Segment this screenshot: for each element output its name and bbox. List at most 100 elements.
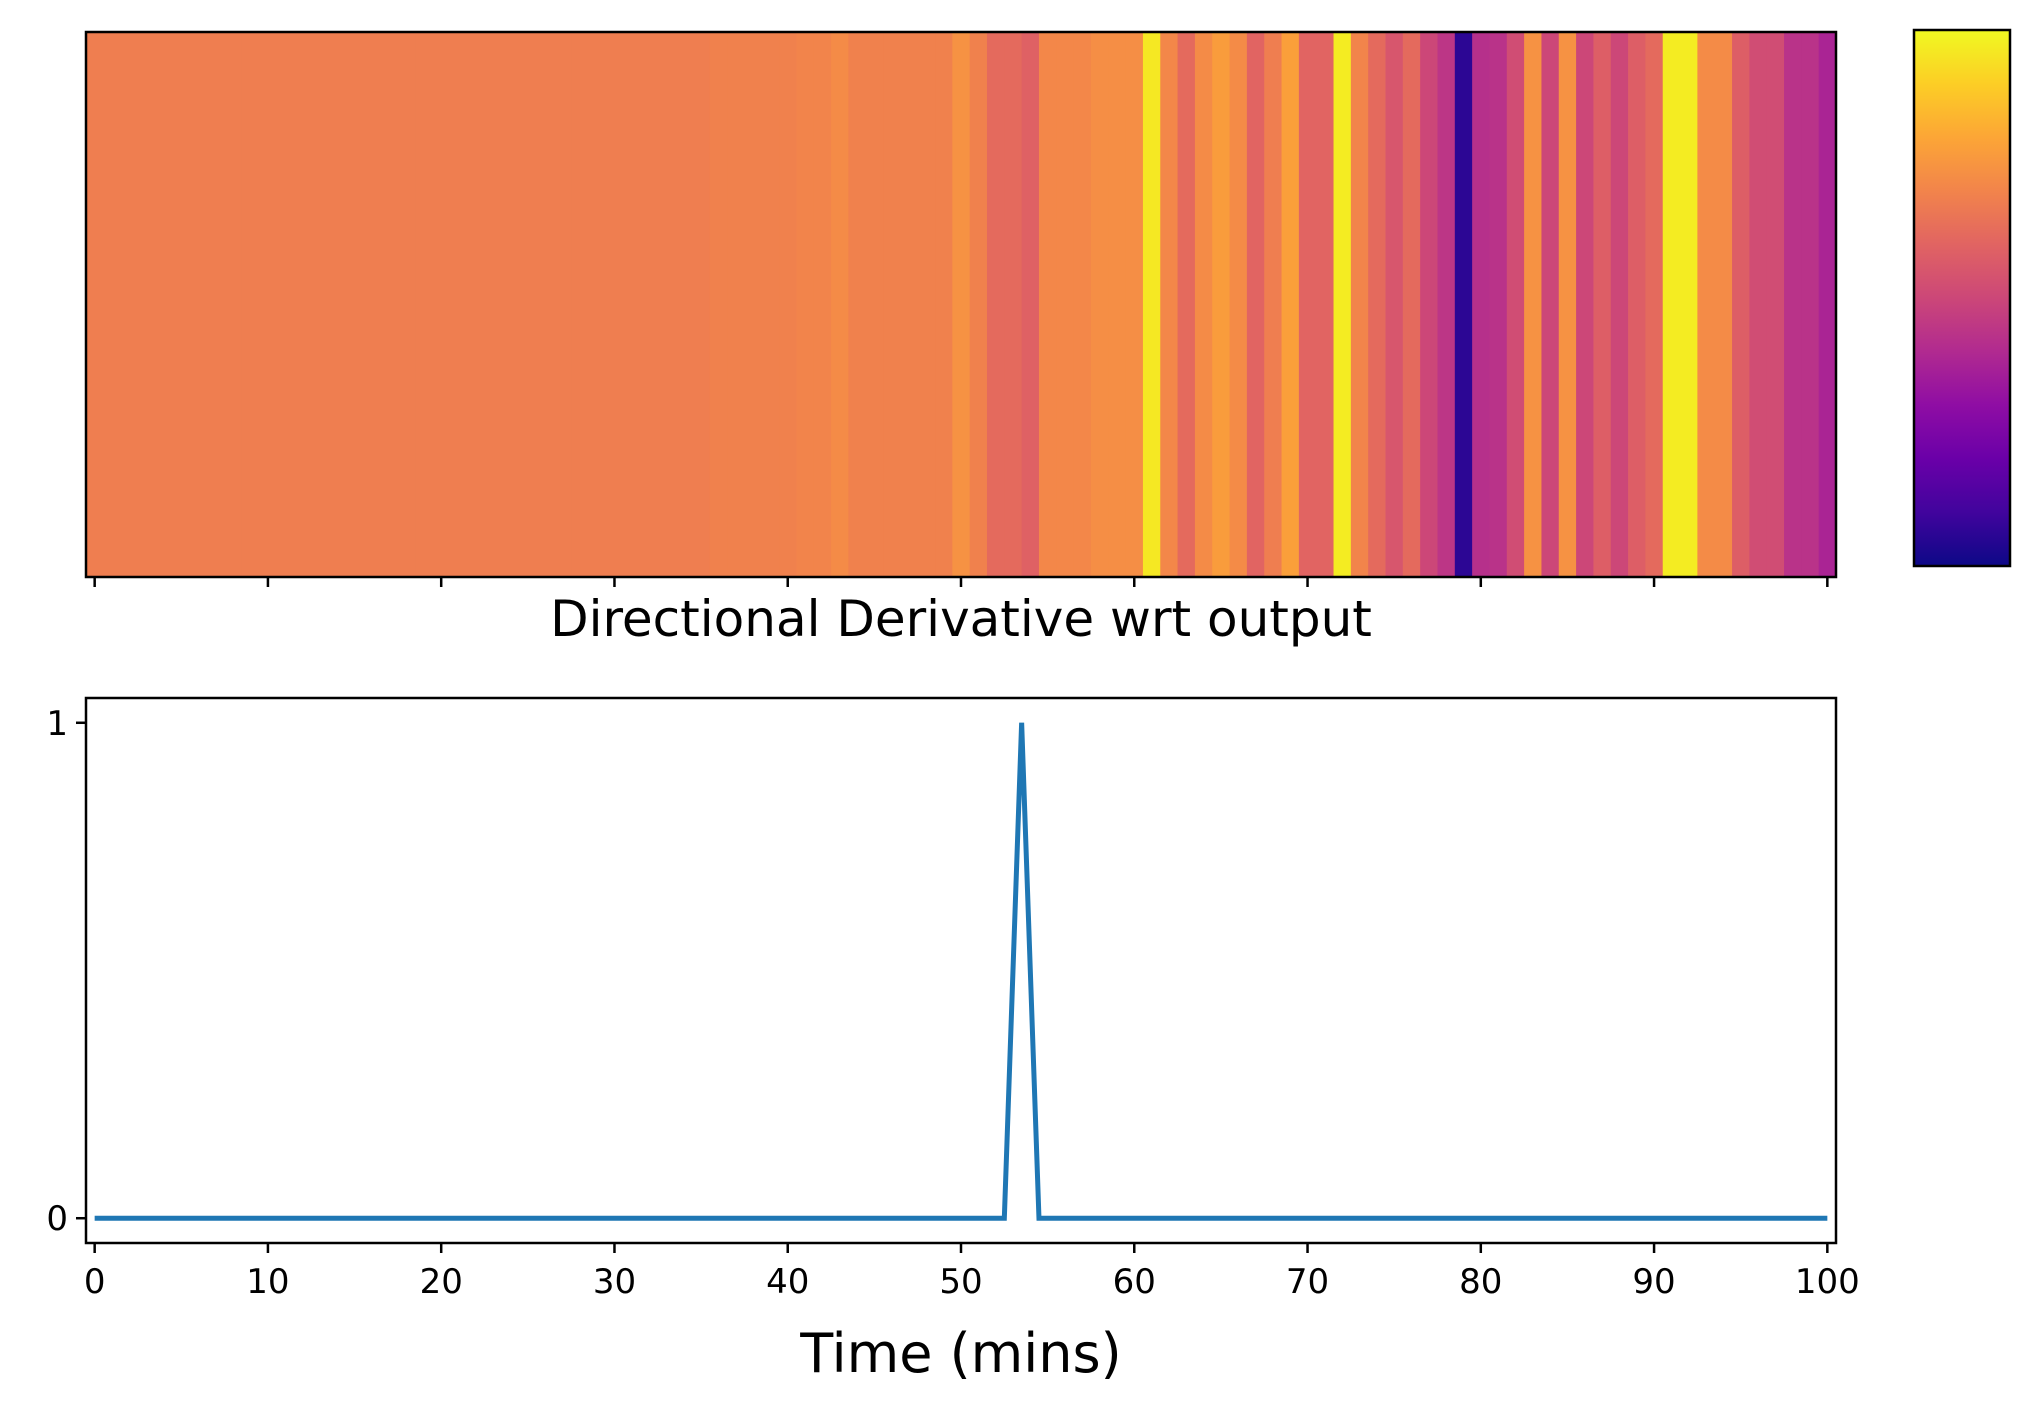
heatmap-cell xyxy=(1697,32,1716,577)
heatmap-cell xyxy=(935,32,953,577)
heatmap-cell xyxy=(207,32,226,577)
heatmap-cell xyxy=(1246,32,1265,577)
heatmap-cell xyxy=(1108,32,1127,577)
heatmap-cell xyxy=(1662,32,1681,577)
heatmap-cell xyxy=(761,32,780,577)
heatmap-cell xyxy=(1610,32,1629,577)
heatmap-cell xyxy=(1004,32,1023,577)
x-tick-label: 30 xyxy=(593,1262,636,1302)
heatmap-cell xyxy=(1506,32,1525,577)
heatmap-cell xyxy=(1593,32,1612,577)
heatmap-cell xyxy=(744,32,763,577)
heatmap-cell xyxy=(328,32,347,577)
heatmap-cell xyxy=(293,32,312,577)
heatmap-cell xyxy=(1194,32,1213,577)
heatmap-cell xyxy=(449,32,468,577)
heatmap-x-ticks xyxy=(93,577,1829,587)
heatmap-cell xyxy=(380,32,399,577)
heatmap-cell xyxy=(519,32,538,577)
heatmap-cell xyxy=(640,32,659,577)
heatmap-cell xyxy=(796,32,815,577)
heatmap-cell xyxy=(86,32,104,577)
heatmap-cell xyxy=(1264,32,1283,577)
x-tick-label: 50 xyxy=(939,1262,982,1302)
heatmap-cell xyxy=(276,32,295,577)
heatmap-cell xyxy=(1437,32,1456,577)
heatmap-cell xyxy=(1125,32,1144,577)
heatmap-cell xyxy=(1142,32,1161,577)
heatmap-cell xyxy=(1281,32,1300,577)
heatmap-cell xyxy=(917,32,936,577)
heatmap-cell xyxy=(1645,32,1664,577)
line-chart-title: Directional Derivative wrt output xyxy=(550,590,1372,648)
heatmap-cell xyxy=(1212,32,1231,577)
heatmap-cell xyxy=(311,32,330,577)
x-tick-label: 80 xyxy=(1459,1262,1502,1302)
heatmap-cell xyxy=(623,32,642,577)
heatmap-cell xyxy=(831,32,849,577)
heatmap-cell xyxy=(588,32,607,577)
line-frame xyxy=(84,696,1838,1245)
heatmap-cell xyxy=(1298,32,1317,577)
heatmap-cell xyxy=(709,32,728,577)
heatmap-cell xyxy=(1818,32,1837,577)
heatmap-cell xyxy=(1749,32,1768,577)
heatmap-cell xyxy=(172,32,191,577)
line-panel: 01 0 10 20 30 40 50 60 70 80 90 100 xyxy=(46,696,1860,1302)
heatmap-cell xyxy=(1090,32,1109,577)
heatmap-cell xyxy=(848,32,867,577)
x-tick-label: 40 xyxy=(766,1262,809,1302)
line-x-ticks: 0 10 20 30 40 50 60 70 80 90 100 xyxy=(84,1243,1860,1302)
colorbar-frame xyxy=(1912,28,2012,568)
heatmap-cell xyxy=(1801,32,1820,577)
heatmap-cell xyxy=(1056,32,1075,577)
heatmap-cell xyxy=(813,32,832,577)
heatmap-cell xyxy=(1021,32,1040,577)
x-tick-label: 0 xyxy=(84,1262,106,1302)
heatmap-cell xyxy=(484,32,503,577)
heatmap-cell xyxy=(692,32,711,577)
heatmap-cell xyxy=(1420,32,1439,577)
heatmap-cell xyxy=(1524,32,1543,577)
y-tick-label: 1 xyxy=(46,704,68,744)
heatmap-cell xyxy=(1368,32,1387,577)
heatmap-cell xyxy=(259,32,278,577)
line-y-ticks: 01 xyxy=(46,704,86,1239)
heatmap-cell xyxy=(865,32,884,577)
heatmap-cell xyxy=(1454,32,1473,577)
heatmap-cell xyxy=(1333,32,1352,577)
heatmap-cell xyxy=(1160,32,1179,577)
heatmap-cell xyxy=(952,32,971,577)
x-tick-label: 70 xyxy=(1286,1262,1329,1302)
heatmap-cell xyxy=(432,32,451,577)
heatmap-cell xyxy=(675,32,694,577)
heatmap-cell xyxy=(883,32,901,577)
heatmap-cell xyxy=(1784,32,1802,577)
heatmap-cell xyxy=(345,32,364,577)
colorbar xyxy=(1912,28,2012,568)
heatmap-cell xyxy=(605,32,624,577)
y-tick-label: 0 xyxy=(46,1199,68,1239)
heatmap-cell xyxy=(1766,32,1785,577)
heatmap-cell xyxy=(363,32,382,577)
heatmap-cell xyxy=(189,32,208,577)
heatmap-panel xyxy=(84,30,1838,587)
heatmap-cell xyxy=(120,32,139,577)
heatmap-cell xyxy=(1489,32,1508,577)
heatmap-cell xyxy=(1350,32,1369,577)
heatmap-cell xyxy=(969,32,988,577)
heatmap-cell xyxy=(1073,32,1092,577)
x-axis-label: Time (mins) xyxy=(799,1322,1121,1385)
x-tick-label: 100 xyxy=(1795,1262,1860,1302)
heatmap-cell xyxy=(155,32,174,577)
heatmap-cell xyxy=(536,32,555,577)
heatmap-cell xyxy=(657,32,676,577)
x-tick-label: 20 xyxy=(420,1262,463,1302)
colorbar-gradient xyxy=(1914,30,2010,566)
heatmap-cell xyxy=(1229,32,1248,577)
heatmap-cell xyxy=(727,32,746,577)
heatmap-cells xyxy=(86,32,1837,577)
heatmap-cell xyxy=(1385,32,1404,577)
